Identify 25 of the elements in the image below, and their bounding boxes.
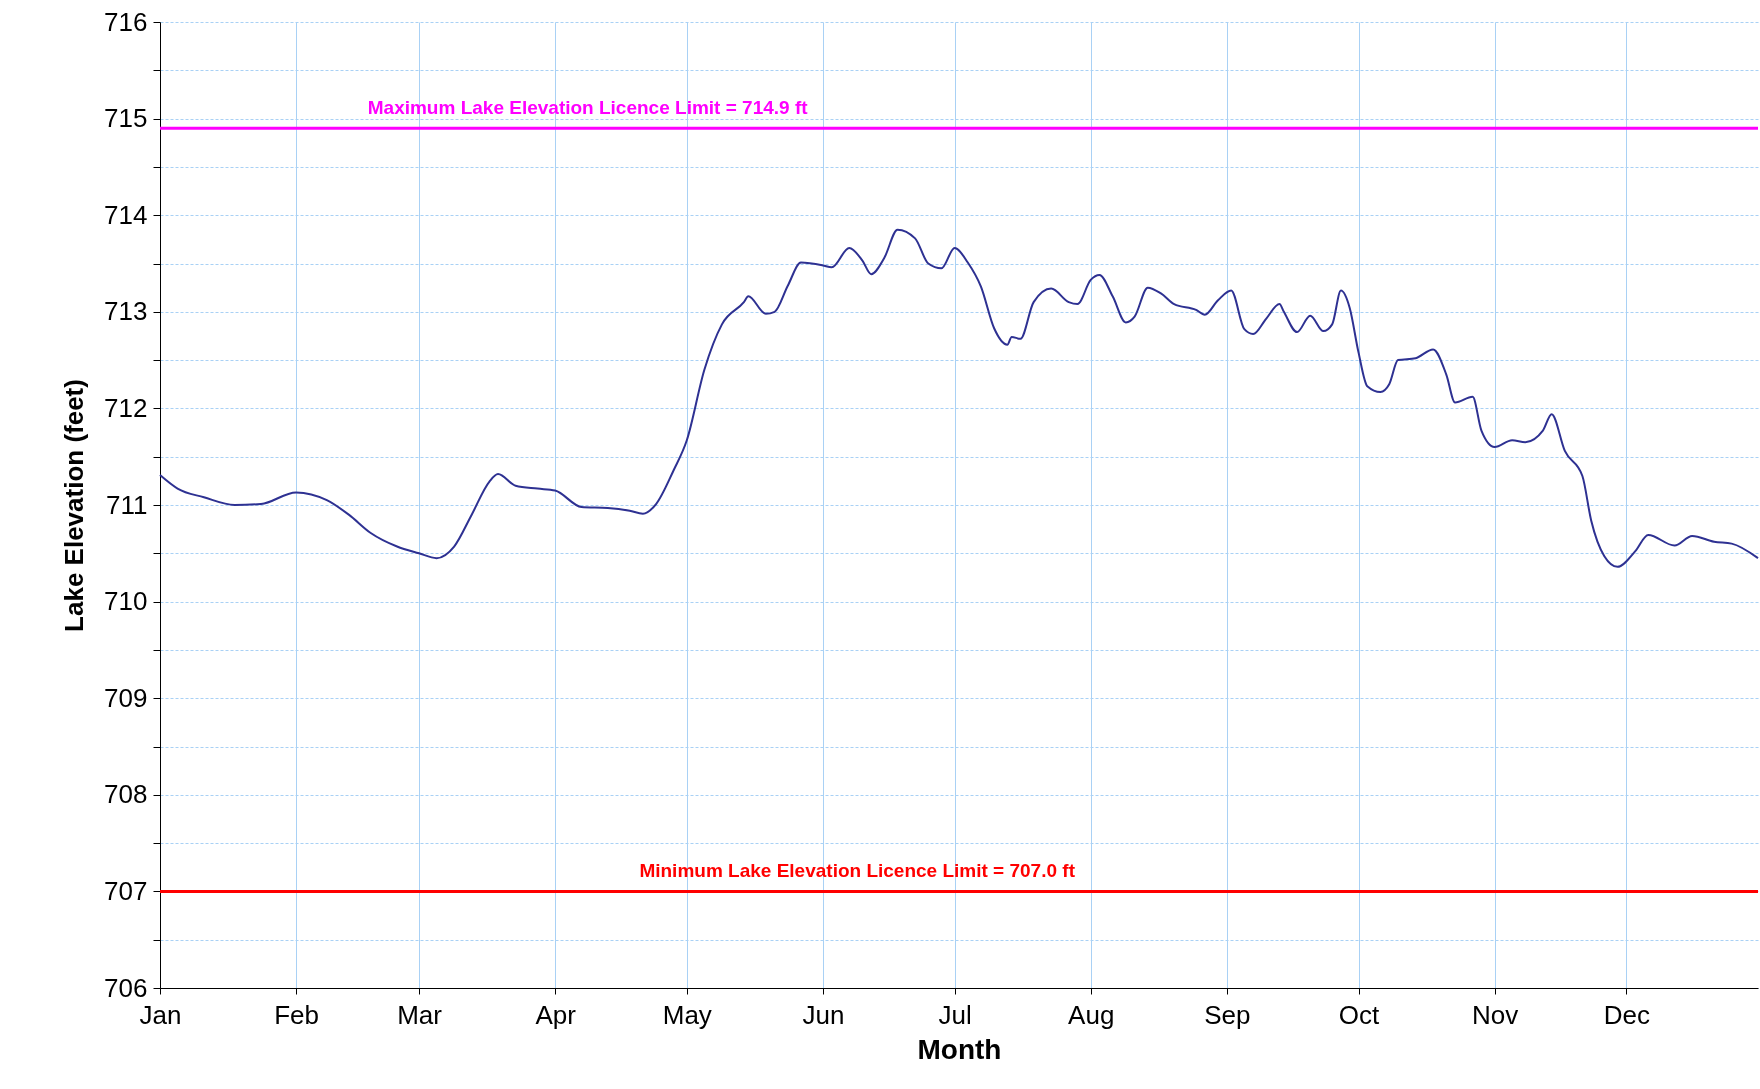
y-tick-label: 713 (104, 296, 148, 327)
y-tick-label: 711 (106, 489, 148, 520)
y-axis-title: Lake Elevation (feet) (59, 379, 90, 632)
y-tick-label: 707 (104, 875, 148, 906)
ref-line-label: Maximum Lake Elevation Licence Limit = 714.9 ft (367, 97, 809, 119)
x-tick-label: Mar (397, 999, 443, 1030)
y-tick-label: 714 (104, 199, 148, 230)
x-tick-label: Dec (1603, 999, 1650, 1030)
y-tick-label: 708 (104, 779, 148, 810)
x-tick-label: Jul (938, 999, 972, 1030)
x-tick-label: Sep (1204, 999, 1251, 1030)
y-tick-label: 712 (104, 392, 148, 423)
x-tick-label: Nov (1471, 999, 1519, 1030)
y-tick-label: 709 (104, 682, 148, 713)
x-tick-label: Aug (1068, 999, 1115, 1030)
ref-line-label: Minimum Lake Elevation Licence Limit = 707.0 ft (639, 860, 1076, 882)
x-tick-label: Apr (535, 999, 577, 1030)
x-tick-label: May (662, 999, 712, 1030)
x-axis-title: Month (917, 1033, 1002, 1065)
x-tick-label: Oct (1338, 999, 1380, 1030)
x-tick-label: Jun (802, 999, 845, 1030)
y-tick-label: 710 (104, 586, 148, 617)
y-tick-label: 715 (104, 103, 148, 134)
y-tick-label: 716 (104, 6, 148, 37)
x-tick-label: Feb (274, 999, 319, 1030)
